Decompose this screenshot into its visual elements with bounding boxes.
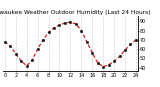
Title: Milwaukee Weather Outdoor Humidity (Last 24 Hours): Milwaukee Weather Outdoor Humidity (Last… [0,10,150,15]
